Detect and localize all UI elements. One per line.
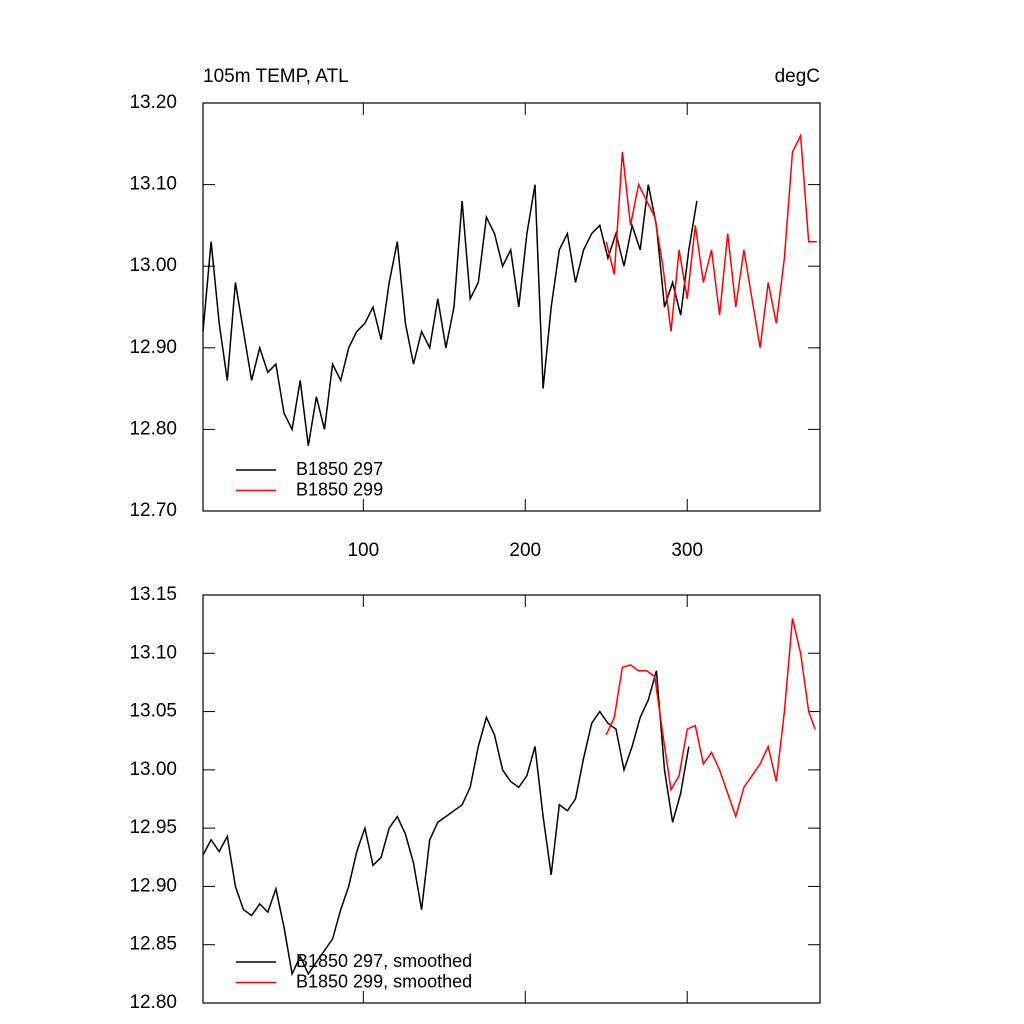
- y-tick-label: 12.85: [129, 934, 177, 955]
- units-label: degC: [775, 66, 820, 87]
- legend-label: B1850 297: [296, 459, 383, 479]
- data-line: [605, 618, 816, 820]
- x-tick-label: 100: [347, 540, 379, 561]
- data-line: [202, 670, 690, 977]
- y-tick-label: 12.90: [129, 337, 177, 358]
- y-tick-label: 13.10: [129, 642, 177, 663]
- chart-title: 105m TEMP, ATL: [203, 66, 349, 87]
- y-tick-label: 12.90: [129, 875, 177, 896]
- y-tick-label: 13.20: [129, 92, 177, 113]
- y-tick-label: 13.00: [129, 255, 177, 276]
- y-tick-label: 12.80: [129, 418, 177, 439]
- legend-label: B1850 297, smoothed: [296, 951, 472, 971]
- y-tick-label: 12.80: [129, 992, 177, 1013]
- plot-frame: [202, 594, 821, 1004]
- y-tick-label: 13.05: [129, 701, 177, 722]
- legend-label: B1850 299, smoothed: [296, 971, 472, 991]
- x-tick-label: 200: [509, 540, 541, 561]
- data-line: [202, 184, 698, 446]
- y-tick-label: 13.15: [129, 584, 177, 605]
- x-tick-label: 300: [671, 540, 703, 561]
- data-line: [605, 132, 817, 348]
- plot-frame: [202, 102, 821, 512]
- legend-label: B1850 299: [296, 479, 383, 499]
- y-tick-label: 12.95: [129, 817, 177, 838]
- y-tick-label: 13.00: [129, 759, 177, 780]
- y-tick-label: 12.70: [129, 500, 177, 521]
- y-tick-label: 13.10: [129, 174, 177, 195]
